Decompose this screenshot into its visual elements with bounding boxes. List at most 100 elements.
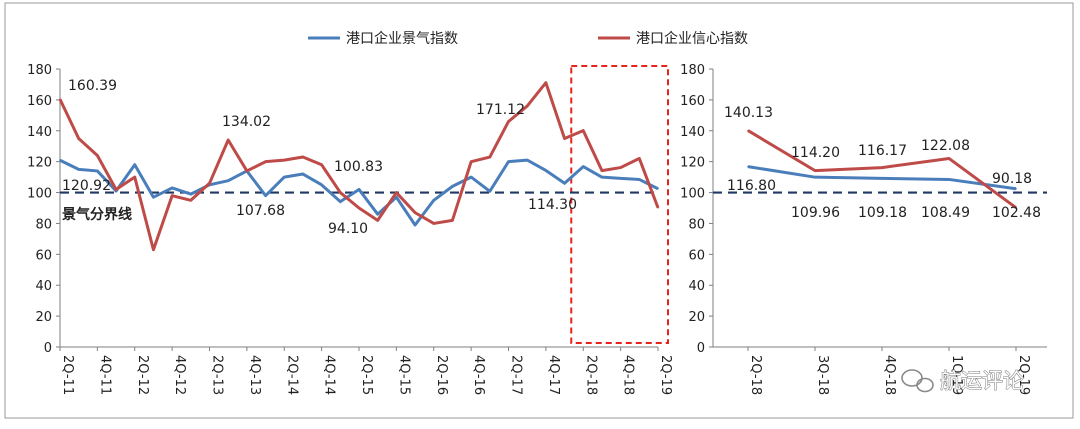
x-tick-label-right: 4Q-18 bbox=[882, 355, 897, 395]
data-point-left-信心 bbox=[171, 194, 173, 197]
data-label-right-景气: 109.96 bbox=[791, 205, 840, 221]
y-tick-label-left: 40 bbox=[35, 279, 52, 294]
data-point-left-信心 bbox=[563, 137, 566, 140]
data-point-left-信心 bbox=[302, 156, 304, 158]
data-label-left: 107.68 bbox=[236, 203, 285, 219]
data-point-left-景气 bbox=[96, 170, 99, 172]
data-label-right-景气: 116.80 bbox=[727, 178, 776, 194]
left-panel: 0 20 40 60 80 100 120 140 160 180 2Q-11 4Q-11 2Q-12 4… bbox=[27, 63, 673, 395]
x-tick-label-left: 2Q-18 bbox=[583, 355, 598, 395]
data-point-left-信心 bbox=[152, 248, 155, 251]
data-label-left: 160.39 bbox=[68, 78, 117, 94]
data-point-left-景气 bbox=[171, 187, 173, 189]
y-tick-label-right: 100 bbox=[680, 187, 705, 202]
data-point-left-景气 bbox=[489, 190, 491, 193]
x-tick-label-left: 4Q-16 bbox=[471, 355, 486, 395]
data-point-left-信心 bbox=[190, 199, 192, 202]
data-point-right-信心 bbox=[948, 157, 950, 160]
y-tick-label-right: 60 bbox=[688, 248, 705, 263]
data-point-right-景气 bbox=[814, 176, 816, 178]
x-tick-label-left: 4Q-17 bbox=[546, 355, 561, 395]
data-label-right-景气: 108.49 bbox=[921, 205, 970, 221]
data-point-left-信心 bbox=[246, 170, 248, 172]
y-tick-label-left: 0 bbox=[44, 341, 52, 356]
data-point-left-景气 bbox=[638, 178, 641, 181]
x-tick-label-left: 2Q-12 bbox=[135, 355, 150, 395]
data-point-left-信心 bbox=[582, 129, 585, 132]
data-point-left-景气 bbox=[152, 196, 155, 198]
x-tick-label-left: 4Q-15 bbox=[396, 355, 411, 395]
data-point-left-信心 bbox=[77, 137, 80, 140]
data-point-left-信心 bbox=[339, 191, 342, 194]
y-tick-label-right: 140 bbox=[680, 125, 705, 140]
data-point-left-景气 bbox=[77, 168, 80, 171]
data-point-left-景气 bbox=[227, 179, 229, 182]
data-point-right-景气 bbox=[881, 177, 883, 180]
data-point-left-景气 bbox=[395, 196, 398, 198]
data-point-left-景气 bbox=[133, 163, 136, 166]
data-point-right-信心 bbox=[1015, 206, 1017, 209]
x-tick-label-right: 1Q-19 bbox=[949, 355, 964, 395]
data-label-right-信心: 116.17 bbox=[858, 143, 907, 159]
x-tick-label-left: 4Q-11 bbox=[97, 355, 112, 395]
threshold-label: 景气分界线 bbox=[62, 206, 132, 223]
y-tick-label-left: 60 bbox=[35, 248, 52, 263]
y-tick-label-left: 100 bbox=[27, 187, 52, 202]
data-point-left-景气 bbox=[582, 165, 585, 168]
y-tick-label-right: 120 bbox=[680, 156, 705, 171]
data-point-left-信心 bbox=[395, 191, 398, 194]
data-point-left-信心 bbox=[432, 222, 435, 225]
data-label-left: 100.83 bbox=[334, 159, 383, 175]
chart-border bbox=[4, 2, 1074, 419]
data-point-right-景气 bbox=[1015, 187, 1017, 190]
data-point-left-信心 bbox=[358, 207, 360, 209]
data-point-right-信心 bbox=[881, 166, 883, 169]
data-point-left-信心 bbox=[264, 160, 267, 163]
data-point-left-信心 bbox=[470, 160, 472, 163]
x-tick-label-left: 2Q-14 bbox=[284, 355, 299, 395]
data-point-right-景气 bbox=[747, 165, 749, 168]
data-point-left-信心 bbox=[414, 211, 416, 214]
y-tick-label-left: 140 bbox=[27, 125, 52, 140]
data-point-left-信心 bbox=[526, 105, 528, 107]
wechat-icon bbox=[901, 369, 934, 393]
y-tick-label-left: 120 bbox=[27, 156, 52, 171]
data-point-right-信心 bbox=[814, 169, 816, 172]
data-point-left-景气 bbox=[470, 176, 472, 178]
highlight-box bbox=[570, 65, 669, 344]
x-tick-label-left: 2Q-16 bbox=[434, 355, 449, 395]
data-label-right-信心: 140.13 bbox=[724, 105, 773, 121]
data-point-left-信心 bbox=[320, 163, 323, 166]
y-tick-label-right: 80 bbox=[688, 217, 705, 232]
legend-label-景气: 港口企业景气指数 bbox=[346, 30, 458, 47]
data-point-left-景气 bbox=[339, 200, 342, 203]
y-tick-label-left: 160 bbox=[27, 94, 52, 109]
data-point-left-信心 bbox=[376, 219, 379, 222]
data-point-left-信心 bbox=[227, 139, 229, 141]
x-tick-label-right: 2Q-18 bbox=[748, 355, 763, 395]
data-point-left-信心 bbox=[638, 157, 641, 160]
x-tick-label-left: 2Q-19 bbox=[658, 355, 673, 395]
data-point-left-景气 bbox=[264, 194, 267, 197]
x-tick-label-left: 4Q-12 bbox=[172, 355, 187, 395]
x-tick-label-left: 4Q-13 bbox=[247, 355, 262, 395]
watermark: 航运评论 bbox=[901, 369, 1025, 394]
data-point-left-景气 bbox=[507, 160, 510, 163]
data-point-left-信心 bbox=[283, 159, 286, 161]
data-point-left-信心 bbox=[451, 219, 454, 222]
data-point-left-景气 bbox=[358, 188, 360, 191]
data-point-left-景气 bbox=[376, 213, 379, 215]
data-point-left-景气 bbox=[451, 185, 454, 188]
x-tick-label-right: 2Q-19 bbox=[1016, 355, 1031, 395]
data-point-left-景气 bbox=[302, 173, 304, 175]
data-point-left-信心 bbox=[59, 98, 61, 101]
legend-label-信心: 港口企业信心指数 bbox=[636, 30, 748, 47]
data-label-right-景气: 109.18 bbox=[858, 205, 907, 221]
data-label-left: 114.30 bbox=[528, 197, 577, 213]
x-tick-label-left: 2Q-15 bbox=[359, 355, 374, 395]
data-point-left-信心 bbox=[96, 154, 99, 157]
data-label-right-信心: 90.18 bbox=[992, 171, 1032, 187]
y-tick-label-left: 180 bbox=[27, 63, 52, 78]
data-point-left-景气 bbox=[619, 177, 622, 180]
